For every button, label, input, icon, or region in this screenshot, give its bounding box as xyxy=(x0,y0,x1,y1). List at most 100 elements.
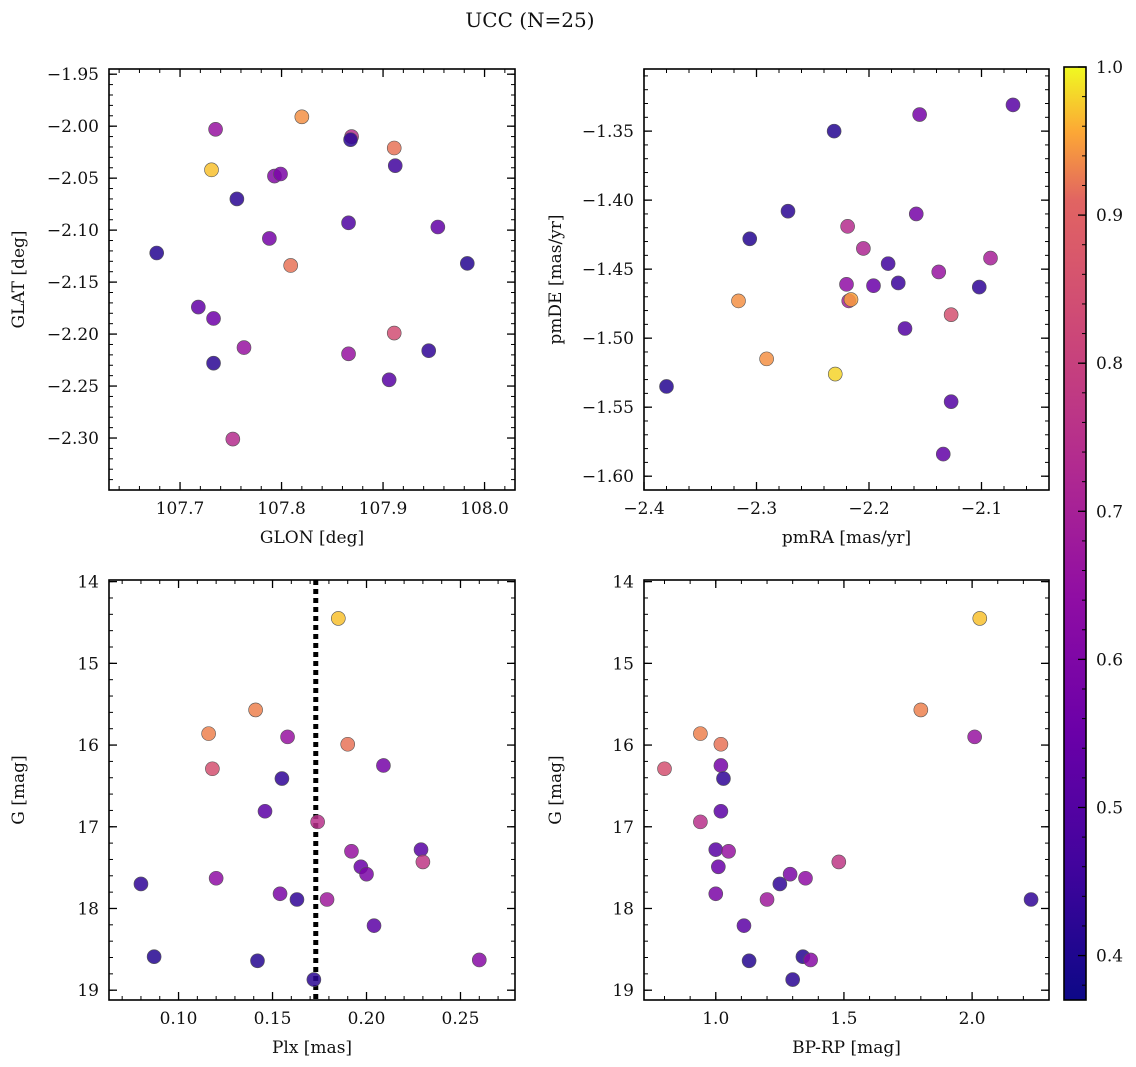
scatter-point xyxy=(149,245,165,261)
x-tick-label: 107.8 xyxy=(257,499,306,519)
scatter-point xyxy=(803,952,818,968)
panel-glon-glat: 107.7 107.8 107.9 108.0 −2.30 −2.25 −2.20 −2.15… xyxy=(9,65,516,548)
colorbar-frame xyxy=(1063,66,1087,1001)
figure-title: UCC (N=25) xyxy=(465,8,594,32)
y-tick-label: 18 xyxy=(612,899,634,919)
scatter-point xyxy=(856,241,871,256)
scatter-point xyxy=(415,854,431,870)
scatter-point xyxy=(273,166,288,182)
scatter-point xyxy=(798,870,813,886)
scatter-point xyxy=(208,121,223,137)
scatter-point xyxy=(257,803,273,819)
colorbar-tick-label: 0.7 xyxy=(1096,502,1123,522)
scatter-point xyxy=(274,771,290,786)
scatter-point xyxy=(341,215,356,231)
scatter-point xyxy=(713,758,729,773)
scatter-point xyxy=(343,132,358,147)
x-tick-label: 2.0 xyxy=(959,1009,986,1029)
scatter-point xyxy=(742,231,758,247)
scatter-point xyxy=(827,366,843,382)
scatter-point xyxy=(840,219,855,234)
scatter-point xyxy=(430,219,446,235)
scatter-point xyxy=(759,892,775,907)
y-tick-label: −2.00 xyxy=(47,117,99,137)
scatter-point xyxy=(785,972,800,987)
y-tick-label: 19 xyxy=(77,981,99,1001)
scatter-point xyxy=(826,123,842,139)
y-tick-label: 16 xyxy=(77,736,99,756)
scatter-point xyxy=(772,876,788,892)
scatter-point xyxy=(344,843,359,859)
y-axis-label: pmDE [mas/yr] xyxy=(546,214,566,344)
y-tick-label: 17 xyxy=(77,818,99,838)
scatter-point xyxy=(386,140,402,156)
y-tick-label: 14 xyxy=(612,573,634,593)
y-tick-label: 14 xyxy=(77,573,99,593)
x-tick-label: 1.0 xyxy=(702,1009,729,1029)
scatter-point xyxy=(146,949,162,964)
scatter-point xyxy=(708,842,724,857)
scatter-point xyxy=(381,372,397,388)
x-tick-label: −2.2 xyxy=(848,499,889,519)
scatter-point xyxy=(225,431,241,447)
x-tick-label: 0.25 xyxy=(442,1009,480,1029)
scatter-point xyxy=(1023,892,1039,907)
y-tick-label: −2.10 xyxy=(47,221,99,241)
scatter-point xyxy=(421,343,437,359)
y-tick-label: −1.40 xyxy=(582,191,634,211)
x-tick-label: 0.15 xyxy=(254,1009,292,1029)
scatter-point xyxy=(693,726,708,741)
scatter-point xyxy=(897,321,913,336)
scatter-point xyxy=(972,611,988,626)
scatter-point xyxy=(831,854,847,870)
scatter-point xyxy=(331,611,346,626)
scatter-point xyxy=(366,918,382,933)
scatter-point xyxy=(657,761,672,777)
scatter-point xyxy=(133,876,149,892)
colorbar-tick-label: 0.8 xyxy=(1096,354,1123,374)
y-axis-label: G [mag] xyxy=(9,755,29,824)
y-tick-label: −2.30 xyxy=(47,429,99,449)
scatter-point xyxy=(471,952,487,968)
x-axis-label: BP-RP [mag] xyxy=(792,1038,901,1058)
scatter-point xyxy=(236,340,252,355)
scatter-point xyxy=(250,953,265,969)
x-axis-label: GLON [deg] xyxy=(260,528,364,548)
scatter-point xyxy=(839,277,854,292)
x-tick-label: −2.3 xyxy=(736,499,777,519)
y-tick-label: 15 xyxy=(77,654,99,674)
y-tick-label: 17 xyxy=(612,818,634,838)
scatter-point xyxy=(943,394,959,409)
scatter-point xyxy=(248,702,263,718)
y-tick-label: −1.95 xyxy=(47,65,99,85)
scatter-point xyxy=(716,771,731,786)
axes-frame xyxy=(108,68,516,491)
y-tick-label: 18 xyxy=(77,899,99,919)
y-tick-label: −1.55 xyxy=(582,398,634,418)
scatter-point xyxy=(387,158,403,173)
scatter-point xyxy=(272,886,288,902)
scatter-point xyxy=(201,726,216,741)
x-axis-label: pmRA [mas/yr] xyxy=(782,528,911,548)
scatter-point xyxy=(319,892,335,907)
scatter-point xyxy=(289,892,305,907)
scatter-point xyxy=(294,109,310,125)
panel-bprp-g: 1.0 1.5 2.0 14 15 16 17 18 19 BP-RP [mag] G [mag] xyxy=(546,573,1050,1058)
scatter-point xyxy=(736,918,752,933)
panel-plx-g: 0.10 0.15 0.20 0.25 14 15 16 17 18 19 Plx [mas] G [… xyxy=(9,573,516,1058)
y-axis-label: G [mag] xyxy=(546,755,566,824)
scatter-point xyxy=(229,191,245,207)
scatter-point xyxy=(971,279,987,295)
colorbar-tick-label: 1.0 xyxy=(1096,58,1123,78)
y-tick-label: 15 xyxy=(612,654,634,674)
scatter-point xyxy=(359,866,374,882)
scatter-point xyxy=(890,275,906,291)
x-tick-label: 1.5 xyxy=(830,1009,857,1029)
y-tick-label: −2.05 xyxy=(47,169,99,189)
y-tick-label: −1.60 xyxy=(582,467,634,487)
scatter-point xyxy=(693,814,708,830)
scatter-point xyxy=(341,346,356,362)
x-tick-label: 0.10 xyxy=(160,1009,198,1029)
axes-frame xyxy=(108,579,516,1001)
